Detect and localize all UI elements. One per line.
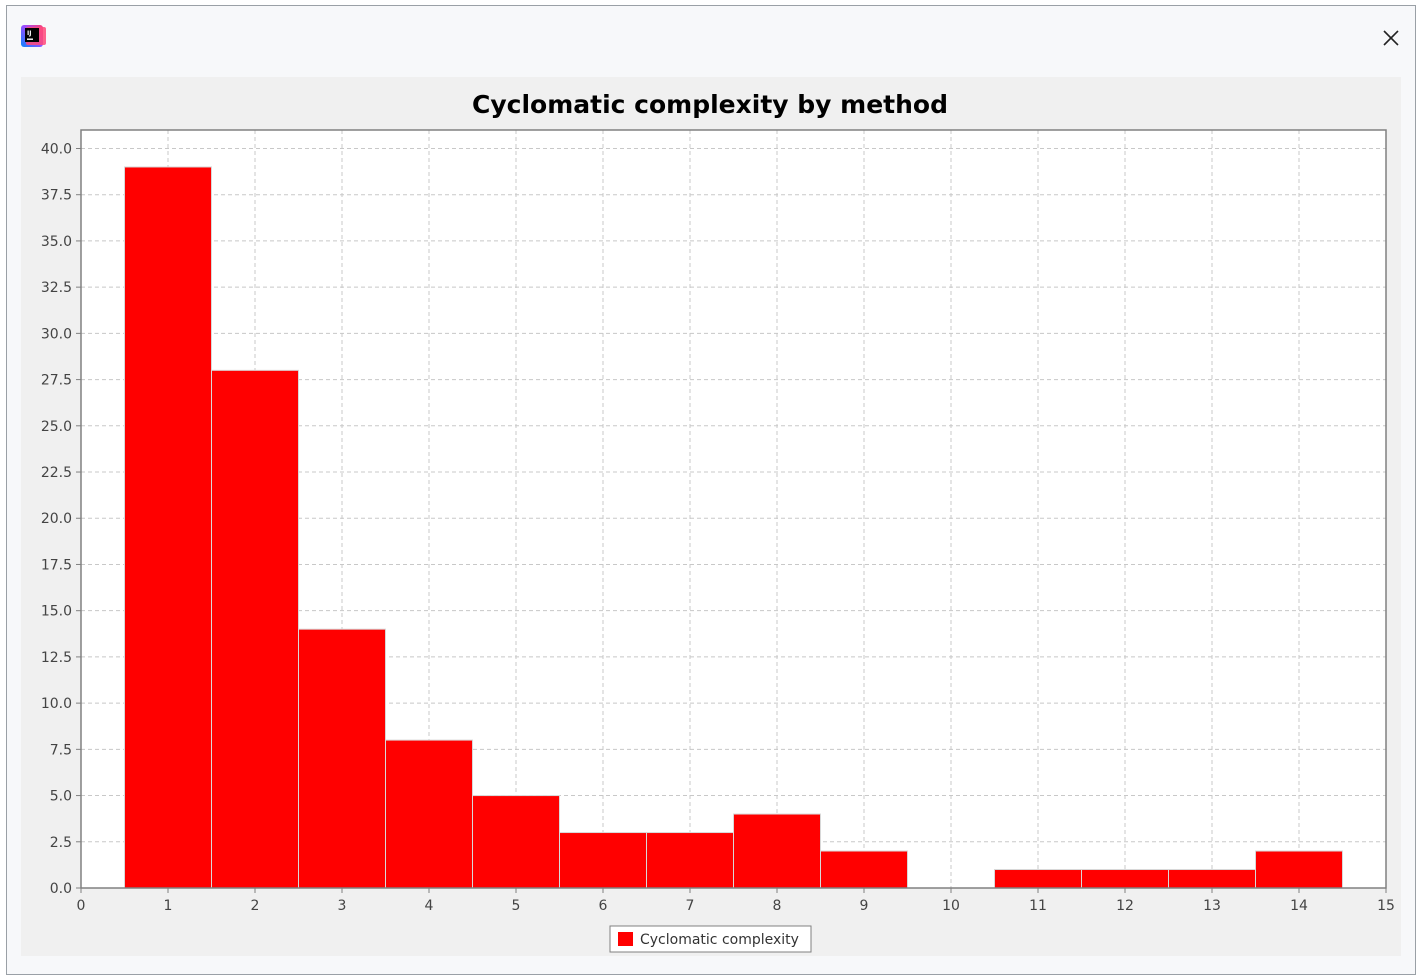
y-tick-label: 30.0 (41, 326, 72, 342)
bar-7 (646, 832, 734, 889)
bar-12 (1081, 869, 1169, 889)
chart-title: Cyclomatic complexity by method (472, 90, 948, 119)
intellij-app-icon: IJ (21, 25, 46, 47)
y-tick-label: 2.5 (50, 835, 72, 851)
bar-4 (385, 739, 473, 889)
svg-text:IJ: IJ (27, 30, 31, 37)
y-tick-label: 7.5 (50, 742, 72, 758)
bar-13 (1168, 869, 1256, 889)
x-tick-label: 4 (425, 898, 434, 914)
x-tick-label: 6 (599, 898, 608, 914)
bar-9 (820, 850, 908, 889)
y-tick-label: 0.0 (50, 881, 72, 897)
y-tick-label: 17.5 (41, 557, 72, 573)
x-tick-label: 2 (251, 898, 260, 914)
y-tick-label: 15.0 (41, 604, 72, 620)
close-icon[interactable] (1377, 24, 1405, 52)
x-tick-label: 12 (1116, 898, 1134, 914)
x-tick-label: 1 (164, 898, 173, 914)
x-tick-label: 13 (1203, 898, 1221, 914)
y-tick-label: 5.0 (50, 789, 72, 805)
legend: Cyclomatic complexity (609, 925, 812, 953)
bar-2 (211, 369, 299, 889)
y-tick-label: 37.5 (41, 188, 72, 204)
bar-3 (298, 628, 386, 889)
x-tick-label: 10 (942, 898, 960, 914)
x-tick-label: 11 (1029, 898, 1047, 914)
x-tick-label: 14 (1290, 898, 1308, 914)
x-tick-label: 8 (773, 898, 782, 914)
legend-swatch (618, 932, 633, 946)
plot-area-border (80, 129, 1387, 889)
y-tick-label: 12.5 (41, 650, 72, 666)
axes-layer: 0 1 2 3 4 5 6 7 8 9 10 11 12 13 14 150.02.55.07.510.012… (41, 141, 1395, 914)
y-tick-label: 40.0 (41, 141, 72, 157)
y-tick-label: 10.0 (41, 696, 72, 712)
legend-box (609, 925, 812, 953)
bar-14 (1255, 850, 1343, 889)
bar-1 (124, 166, 212, 889)
legend-label: Cyclomatic complexity (640, 932, 799, 948)
bars-layer (124, 166, 1343, 889)
y-tick-label: 35.0 (41, 234, 72, 250)
y-tick-label: 25.0 (41, 419, 72, 435)
y-tick-label: 22.5 (41, 465, 72, 481)
bar-8 (733, 813, 821, 889)
x-tick-label: 7 (686, 898, 695, 914)
y-tick-label: 27.5 (41, 373, 72, 389)
bar-6 (559, 832, 647, 889)
y-tick-label: 20.0 (41, 511, 72, 527)
x-tick-label: 5 (512, 898, 521, 914)
bar-5 (472, 795, 560, 889)
x-tick-label: 0 (77, 898, 86, 914)
x-tick-label: 15 (1377, 898, 1395, 914)
y-tick-label: 32.5 (41, 280, 72, 296)
bar-11 (994, 869, 1082, 889)
x-tick-label: 9 (860, 898, 869, 914)
x-tick-label: 3 (338, 898, 347, 914)
